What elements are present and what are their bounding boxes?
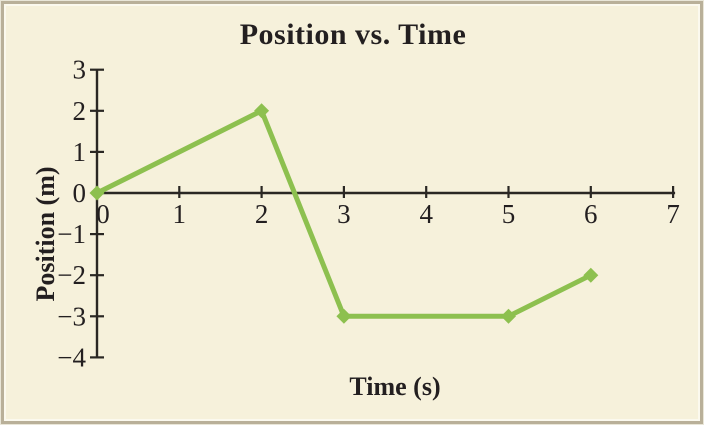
x-axis-title: Time (s) (349, 372, 441, 401)
y-tick-label: 2 (73, 96, 87, 126)
chart-title: Position vs. Time (239, 18, 467, 51)
x-tick-label: 1 (173, 199, 187, 229)
data-point-marker (89, 185, 105, 201)
data-point-marker (336, 308, 352, 324)
x-tick-label: 2 (255, 199, 269, 229)
x-tick-label: 5 (502, 199, 516, 229)
y-tick-label: −4 (57, 342, 86, 372)
x-tick-label: 4 (419, 199, 433, 229)
data-point-marker (501, 308, 516, 324)
y-tick-label: −2 (57, 260, 86, 290)
y-tick-label: −3 (57, 301, 86, 331)
y-tick-label: 0 (73, 178, 87, 208)
x-tick-label: 7 (666, 199, 680, 229)
x-tick-label: 3 (337, 199, 351, 229)
y-tick-label: 3 (73, 55, 87, 85)
y-tick-label: −1 (57, 219, 86, 249)
x-tick-label: 0 (96, 199, 110, 229)
data-point-marker (583, 267, 599, 283)
y-tick-label: 1 (73, 137, 87, 167)
x-tick-label: 6 (584, 199, 598, 229)
data-point-marker (254, 103, 270, 119)
